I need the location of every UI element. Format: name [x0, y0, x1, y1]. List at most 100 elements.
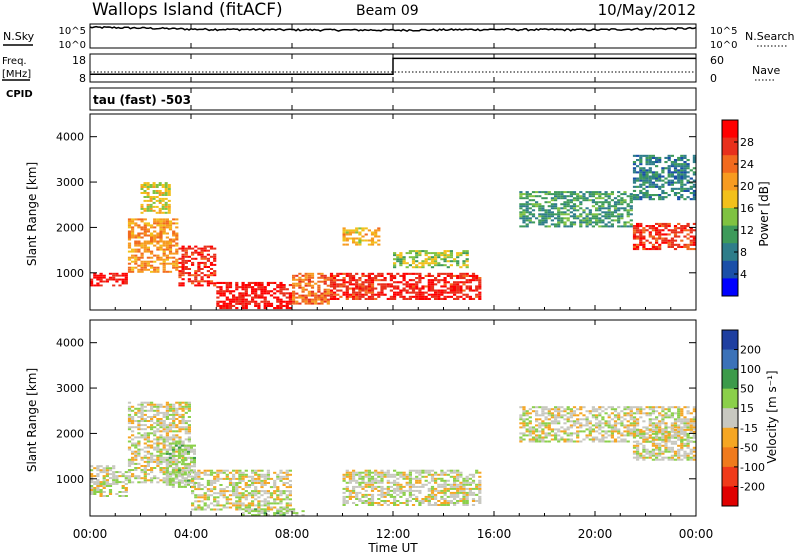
- power-cell: [295, 303, 298, 305]
- velocity-cell: [248, 508, 251, 510]
- velocity-cell: [453, 504, 456, 506]
- velocity-cell: [598, 441, 601, 443]
- velocity-cell: [434, 482, 437, 484]
- power-cell: [545, 215, 548, 217]
- velocity-cell: [346, 482, 349, 484]
- velocity-cell: [178, 430, 181, 432]
- velocity-cell: [260, 470, 263, 472]
- velocity-cell: [144, 406, 147, 408]
- power-cell: [403, 258, 406, 260]
- power-cell: [100, 273, 103, 275]
- velocity-cell: [636, 412, 639, 414]
- velocity-cell: [639, 412, 642, 414]
- velocity-cell: [128, 477, 131, 479]
- power-cell: [658, 233, 661, 235]
- power-cell: [466, 294, 469, 296]
- power-cell: [352, 242, 355, 244]
- power-cell: [690, 229, 693, 231]
- velocity-cell: [393, 492, 396, 494]
- velocity-cell: [190, 449, 193, 451]
- power-cell: [434, 254, 437, 256]
- power-cell: [365, 240, 368, 242]
- power-cell: [522, 225, 525, 227]
- power-cell: [399, 260, 402, 262]
- power-cell: [655, 184, 658, 186]
- power-cell: [333, 292, 336, 294]
- velocity-cell: [472, 504, 475, 506]
- velocity-cell: [380, 480, 383, 482]
- power-cell: [147, 210, 150, 212]
- velocity-cell: [207, 507, 210, 509]
- power-cell: [573, 209, 576, 211]
- power-cell: [592, 191, 595, 193]
- velocity-cell: [633, 418, 636, 420]
- velocity-cell: [570, 416, 573, 418]
- power-cell: [289, 301, 292, 303]
- velocity-cell: [664, 424, 667, 426]
- power-cell: [333, 279, 336, 281]
- power-cell: [418, 277, 421, 279]
- velocity-cell: [283, 484, 286, 486]
- power-cell: [163, 222, 166, 224]
- colorbar-tick-label: 4: [740, 268, 747, 281]
- velocity-cell: [560, 410, 563, 412]
- power-cell: [137, 259, 140, 261]
- power-cell: [396, 281, 399, 283]
- velocity-cell: [128, 414, 131, 416]
- velocity-cell: [181, 445, 184, 447]
- power-cell: [652, 171, 655, 173]
- power-cell: [687, 163, 690, 165]
- velocity-cell: [570, 410, 573, 412]
- power-cell: [545, 209, 548, 211]
- velocity-cell: [557, 428, 560, 430]
- power-cell: [137, 257, 140, 259]
- power-cell: [166, 247, 169, 249]
- power-cell: [223, 282, 226, 284]
- power-cell: [115, 281, 118, 283]
- velocity-cell: [242, 504, 245, 506]
- power-cell: [592, 217, 595, 219]
- power-cell: [292, 275, 295, 277]
- power-cell: [317, 295, 320, 297]
- power-cell: [567, 217, 570, 219]
- velocity-cell: [396, 474, 399, 476]
- power-cell: [159, 226, 162, 228]
- power-cell: [147, 184, 150, 186]
- velocity-cell: [393, 504, 396, 506]
- velocity-cell: [475, 488, 478, 490]
- power-cell: [570, 195, 573, 197]
- velocity-cell: [646, 414, 649, 416]
- velocity-cell: [428, 502, 431, 504]
- power-cell: [298, 285, 301, 287]
- power-cell: [103, 277, 106, 279]
- power-cell: [355, 238, 358, 240]
- velocity-cell: [267, 492, 270, 494]
- velocity-cell: [595, 422, 598, 424]
- power-cell: [683, 190, 686, 192]
- velocity-cell: [141, 457, 144, 459]
- velocity-cell: [661, 437, 664, 439]
- velocity-cell: [412, 490, 415, 492]
- velocity-cell: [223, 478, 226, 480]
- velocity-cell: [169, 443, 172, 445]
- power-cell: [412, 262, 415, 264]
- power-cell: [163, 245, 166, 247]
- velocity-cell: [150, 445, 153, 447]
- velocity-cell: [144, 402, 147, 404]
- velocity-cell: [677, 457, 680, 459]
- velocity-cell: [153, 422, 156, 424]
- power-cell: [150, 186, 153, 188]
- power-cell: [131, 251, 134, 253]
- velocity-cell: [428, 472, 431, 474]
- velocity-cell: [172, 406, 175, 408]
- velocity-cell: [368, 504, 371, 506]
- velocity-cell: [134, 455, 137, 457]
- velocity-cell: [526, 424, 529, 426]
- power-cell: [163, 243, 166, 245]
- power-cell: [371, 292, 374, 294]
- velocity-cell: [567, 428, 570, 430]
- velocity-cell: [573, 424, 576, 426]
- velocity-cell: [286, 507, 289, 509]
- power-cell: [311, 301, 314, 303]
- power-cell: [365, 288, 368, 290]
